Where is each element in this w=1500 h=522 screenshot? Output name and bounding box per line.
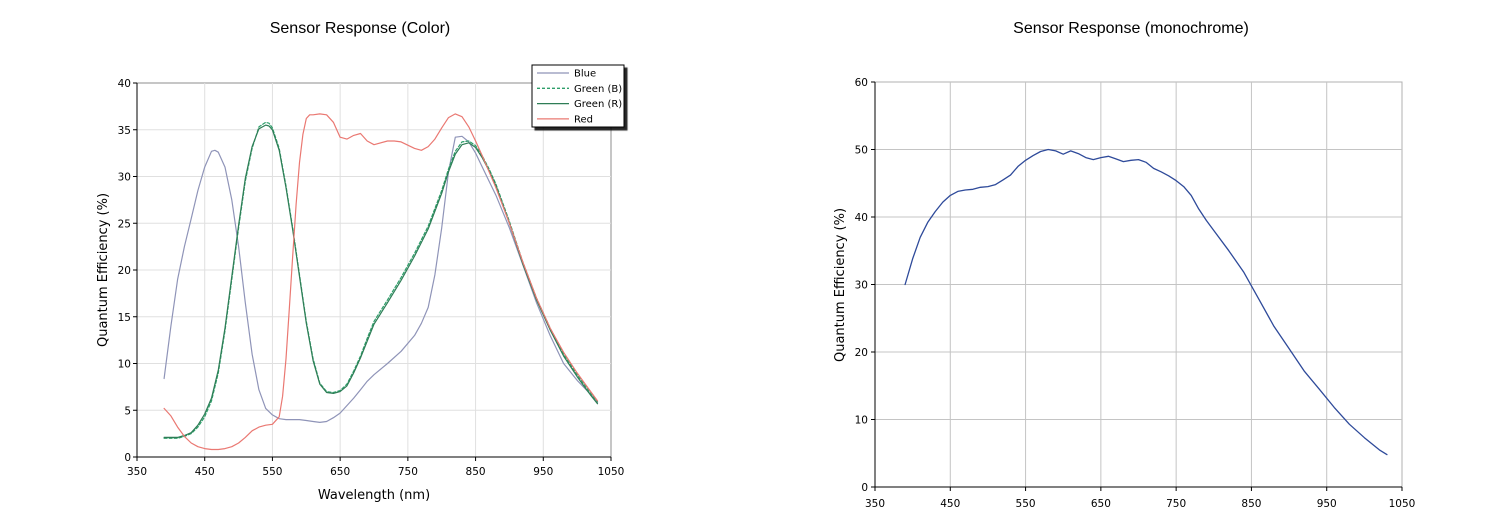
- x-tick-label: 1050: [598, 466, 625, 478]
- legend-label: Blue: [574, 69, 596, 80]
- series-line-red: [163, 113, 599, 451]
- y-tick-label: 10: [118, 359, 131, 371]
- y-tick-label: 0: [861, 482, 868, 494]
- y-tick-label: 20: [855, 347, 868, 359]
- color-response-chart: Sensor Response (Color) 350 450 550 650 750 8…: [96, 20, 625, 503]
- y-tick-label: 40: [118, 78, 131, 90]
- y-tick-label: 15: [118, 312, 131, 324]
- x-tick-label: 650: [1091, 498, 1111, 510]
- y-tick-label: 10: [855, 415, 868, 427]
- y-tick-label: 35: [118, 125, 131, 137]
- y-tick-label: 50: [855, 145, 868, 157]
- x-tick-label: 1050: [1389, 498, 1416, 510]
- x-tick-label: 650: [330, 466, 350, 478]
- x-tick-label: 450: [940, 498, 960, 510]
- chart-title: Sensor Response (monochrome): [1013, 20, 1249, 37]
- legend-box: [531, 64, 625, 128]
- y-axis-label: Quantum Efficiency (%): [96, 193, 111, 347]
- y-axis-label: Quantum Efficiency (%): [833, 208, 848, 362]
- x-tick-label: 750: [1166, 498, 1186, 510]
- y-tick-label: 5: [124, 405, 131, 417]
- y-tick-label: 25: [118, 218, 131, 230]
- y-tick-label: 0: [124, 452, 131, 464]
- y-tick-label: 60: [855, 77, 868, 89]
- y-tick-label: 30: [855, 280, 868, 292]
- x-tick-label: 850: [466, 466, 486, 478]
- y-tick-label: 40: [855, 212, 868, 224]
- legend-label: Green (B): [574, 84, 622, 95]
- x-tick-label: 550: [262, 466, 282, 478]
- x-tick-label: 750: [398, 466, 418, 478]
- x-tick-label: 950: [1317, 498, 1337, 510]
- legend: Blue Green (B) Green (R) Red: [531, 64, 625, 128]
- legend-label: Red: [574, 114, 593, 125]
- y-tick-label: 30: [118, 172, 131, 184]
- series-line-blue: [163, 135, 599, 423]
- legend-label: Green (R): [574, 99, 622, 110]
- x-axis-label: Wavelength (nm): [318, 488, 430, 503]
- x-tick-label: 450: [195, 466, 215, 478]
- x-tick-label: 350: [127, 466, 147, 478]
- monochrome-response-chart: Sensor Response (monochrome) 350 450 550 65…: [833, 20, 1415, 510]
- x-tick-label: 550: [1016, 498, 1036, 510]
- x-tick-label: 850: [1241, 498, 1261, 510]
- series-line-qe: [904, 148, 1388, 456]
- x-tick-label: 350: [865, 498, 885, 510]
- y-tick-label: 20: [118, 265, 131, 277]
- x-tick-label: 950: [533, 466, 553, 478]
- chart-title: Sensor Response (Color): [270, 20, 451, 37]
